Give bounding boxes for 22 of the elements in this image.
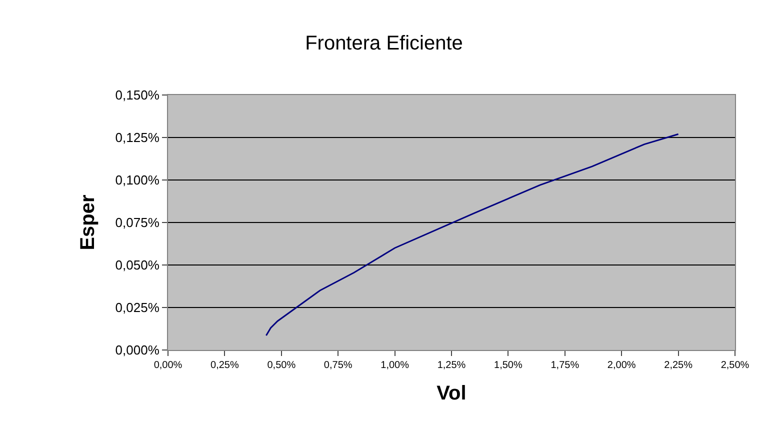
chart-title: Frontera Eficiente xyxy=(305,32,463,55)
x-tick-label: 1,00% xyxy=(380,360,410,371)
x-tick-label: 0,00% xyxy=(154,360,182,371)
x-tick-label: 0,50% xyxy=(267,360,296,371)
y-tick-label: 0,025% xyxy=(115,300,160,316)
x-tick-label: 2,00% xyxy=(607,360,636,371)
y-axis-title: Esper xyxy=(76,194,99,250)
line-series xyxy=(265,133,680,336)
y-tick-label: 0,100% xyxy=(115,172,160,188)
x-tick-label: 1,25% xyxy=(437,360,466,371)
x-tick-label: 1,75% xyxy=(550,360,580,371)
x-tick-label: 2,50% xyxy=(720,360,750,371)
y-tick-label: 0,075% xyxy=(115,215,160,230)
x-axis-title: Vol xyxy=(436,382,466,404)
y-tick-label: 0,125% xyxy=(115,130,160,146)
y-tick-label: 0,050% xyxy=(115,258,160,273)
x-tick-label: 2,25% xyxy=(664,360,693,371)
y-tick-label: 0,000% xyxy=(115,342,160,358)
x-tick-label: 0,25% xyxy=(210,360,239,371)
x-tick-label: 0,75% xyxy=(324,360,352,371)
y-tick-label: 0,150% xyxy=(115,88,160,103)
x-tick-label: 1,50% xyxy=(494,360,522,371)
